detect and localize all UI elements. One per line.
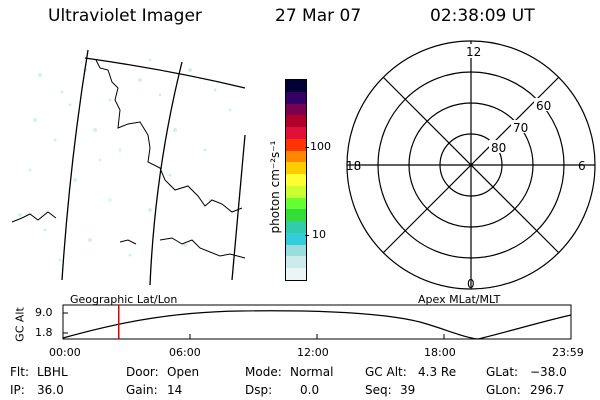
colorbar-tick	[305, 147, 309, 148]
colorbar-swatch	[286, 185, 306, 198]
coastline	[119, 239, 137, 245]
altitude-curve	[62, 310, 572, 340]
colorbar-tick	[305, 235, 309, 236]
seq-value: 39	[400, 383, 416, 397]
date-label: 27 Mar 07	[275, 6, 362, 26]
seq-label: Seq:	[365, 383, 392, 397]
flt-label: Flt:	[10, 365, 29, 379]
gcalt-label: GC Alt:	[365, 365, 407, 379]
colorbar-swatch	[286, 174, 306, 186]
glon-label: GLon:	[486, 383, 521, 397]
mlt-label-18: 18	[346, 159, 361, 173]
dsp-value: 0.0	[300, 383, 320, 397]
colorbar-swatch	[286, 221, 306, 233]
colorbar-tick-label: 10	[312, 228, 326, 241]
colorbar-swatch	[286, 91, 306, 104]
flt-value: LBHL	[37, 365, 68, 379]
coastline	[159, 237, 246, 259]
mlt-label-6: 6	[578, 159, 586, 173]
glat-label: GLat:	[486, 365, 519, 379]
longitude-line	[231, 134, 246, 281]
y-tick-label: 1.8	[35, 326, 53, 339]
colorbar-swatch	[286, 138, 306, 151]
latitude-arc	[84, 57, 246, 89]
colorbar-swatch	[286, 115, 306, 128]
x-tick-label: 23:59	[552, 346, 584, 359]
ip-value: 36.0	[37, 383, 64, 397]
x-tick-label: 06:00	[169, 346, 201, 359]
coastline	[11, 211, 57, 223]
gain-label: Gain:	[126, 383, 158, 397]
colorbar-tick-label: 100	[310, 140, 331, 153]
colorbar-swatch	[286, 209, 306, 222]
app-title: Ultraviolet Imager	[48, 6, 202, 26]
longitude-line	[149, 61, 183, 286]
colorbar-swatch	[286, 244, 306, 257]
x-tick-label: 00:00	[49, 346, 81, 359]
colorbar-swatch	[286, 197, 306, 210]
mode-label: Mode:	[245, 365, 282, 379]
glat-value: −38.0	[530, 365, 567, 379]
colorbar-swatch	[286, 268, 306, 281]
auroral-emission-speckle	[18, 58, 232, 262]
coastline	[95, 59, 243, 213]
door-value: Open	[167, 365, 200, 379]
y-tick-label: 9.0	[35, 306, 53, 319]
timeline-left-label: Geographic Lat/Lon	[70, 293, 178, 306]
colorbar-swatch	[286, 103, 306, 116]
mode-value: Normal	[290, 365, 334, 379]
time-label: 02:38:09 UT	[430, 6, 535, 26]
colorbar-swatch	[286, 127, 306, 139]
x-tick-label: 18:00	[424, 346, 456, 359]
lat-label-60: 60	[536, 99, 551, 113]
ip-label: IP:	[10, 383, 25, 397]
mlt-label-12: 12	[466, 45, 481, 59]
colorbar-swatch	[286, 232, 306, 245]
colorbar	[285, 79, 307, 281]
x-tick-label: 12:00	[297, 346, 329, 359]
lat-label-80: 80	[491, 141, 506, 155]
lat-label-70: 70	[513, 121, 528, 135]
door-label: Door:	[126, 365, 159, 379]
colorbar-swatch	[286, 256, 306, 269]
dsp-label: Dsp:	[245, 383, 273, 397]
gain-value: 14	[167, 383, 183, 397]
longitude-line	[61, 49, 89, 281]
colorbar-swatch	[286, 150, 306, 163]
gcalt-value: 4.3 Re	[418, 365, 457, 379]
mlt-label-0: 0	[467, 277, 475, 291]
glon-value: 296.7	[530, 383, 565, 397]
colorbar-swatch	[286, 162, 306, 175]
colorbar-swatch	[286, 80, 306, 92]
timeline-right-label: Apex MLat/MLT	[418, 293, 501, 306]
